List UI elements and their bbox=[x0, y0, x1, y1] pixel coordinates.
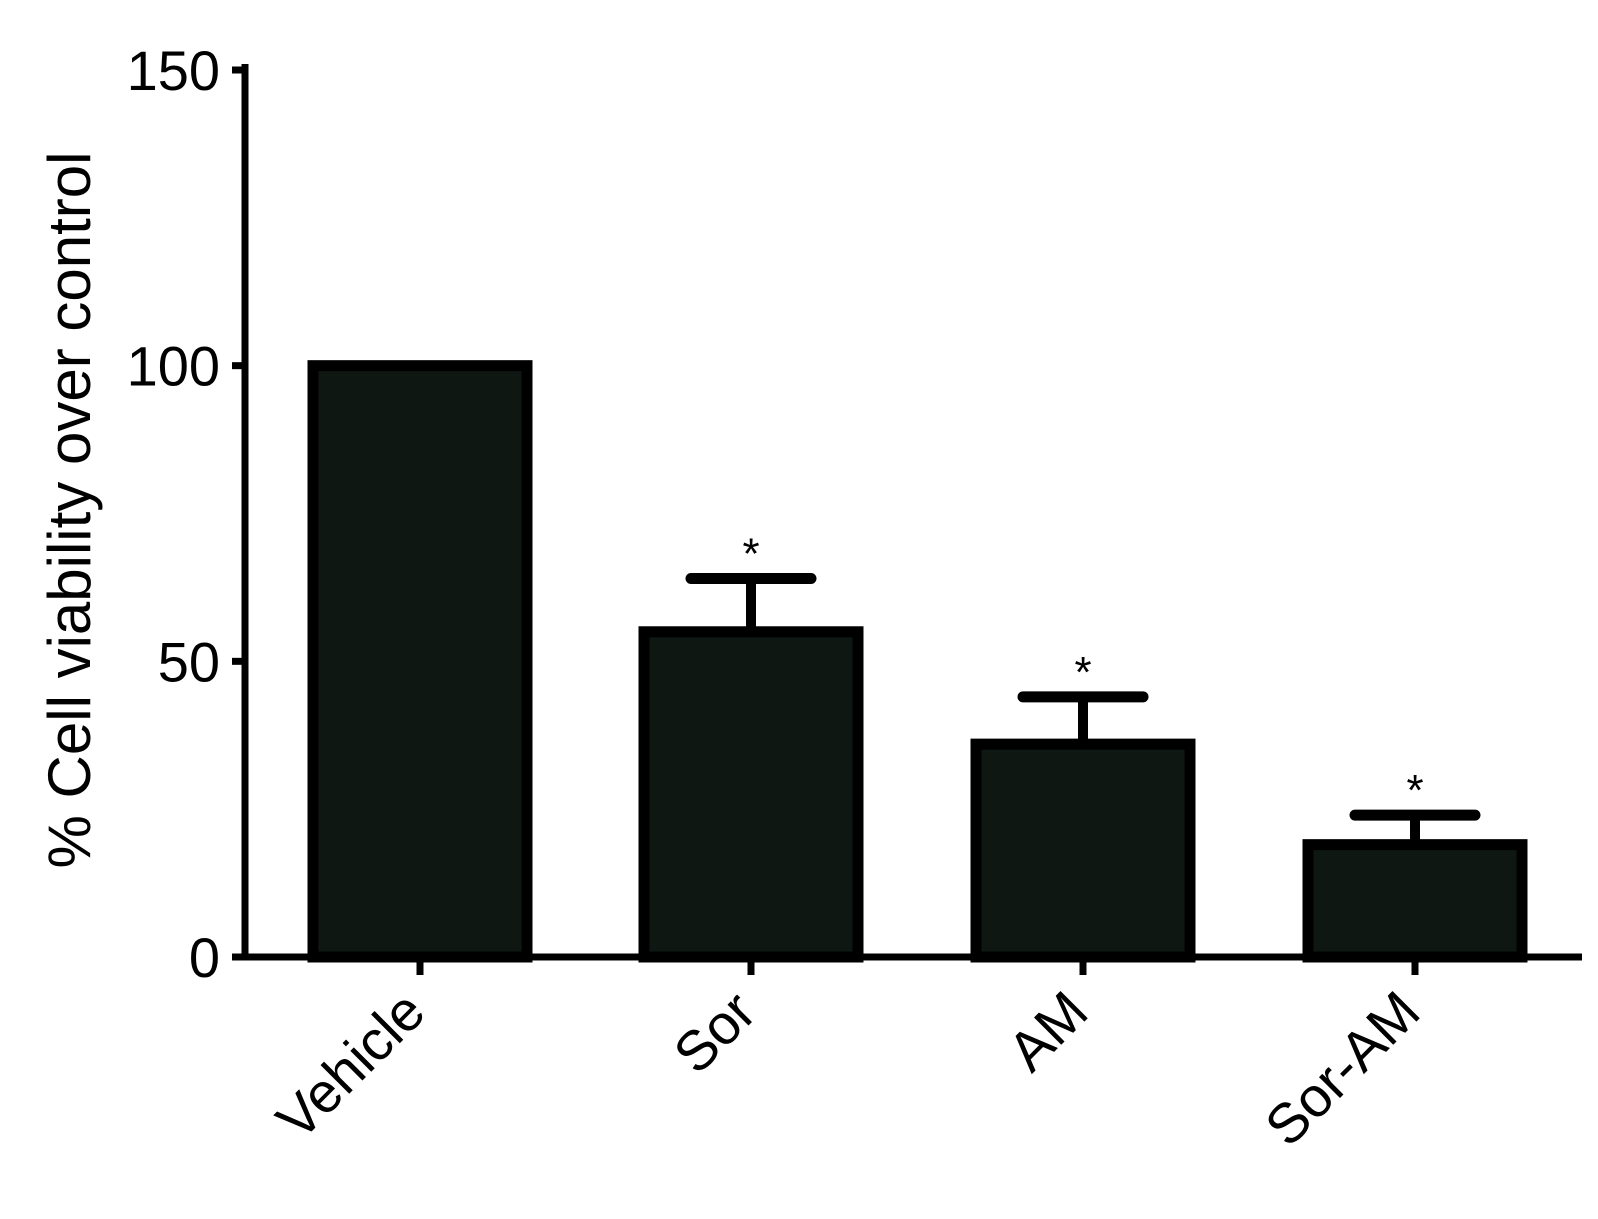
y-tick-label-150: 150 bbox=[127, 39, 220, 102]
bars-layer bbox=[307, 360, 1528, 963]
y-axis-label: % Cell viability over control bbox=[36, 152, 103, 869]
y-ticks-layer: 0 50 100 150 bbox=[127, 39, 245, 989]
x-tick-label-am: AM bbox=[996, 979, 1100, 1083]
bar-sor-am bbox=[1302, 839, 1528, 963]
error-bars-layer bbox=[685, 573, 1481, 845]
x-tick-label-vehicle: Vehicle bbox=[264, 979, 436, 1151]
y-tick-label-0: 0 bbox=[189, 926, 220, 989]
bar-vehicle bbox=[307, 360, 533, 963]
y-tick-label-100: 100 bbox=[127, 335, 220, 398]
y-tick-label-50: 50 bbox=[158, 630, 220, 693]
significance-marker-am: * bbox=[1074, 648, 1091, 697]
x-tick-label-sor-am: Sor-AM bbox=[1253, 979, 1432, 1158]
x-tick-label-sor: Sor bbox=[661, 979, 767, 1085]
bar-am bbox=[970, 738, 1196, 963]
significance-marker-sor: * bbox=[742, 530, 759, 579]
axes-layer bbox=[238, 64, 1582, 961]
x-ticks-layer: Vehicle Sor AM Sor-AM bbox=[264, 957, 1431, 1158]
bar-sor bbox=[638, 626, 864, 963]
significance-layer: * * * bbox=[742, 530, 1423, 816]
significance-marker-sor-am: * bbox=[1406, 766, 1423, 815]
